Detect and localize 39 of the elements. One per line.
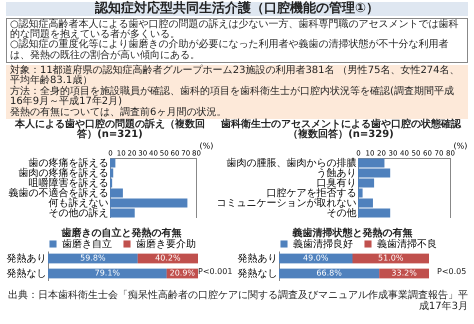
chart-title: 義歯清掃状態と発熱の有無 bbox=[292, 228, 414, 239]
data-label: 66.8% bbox=[316, 268, 342, 278]
y-tick-label: 発熱なし bbox=[6, 268, 46, 280]
text: 対象：11都道府県の認知症高齢者グループホーム23施設の利用者381名 （男性75名、女性274名、平均年齢83.1歳） bbox=[10, 65, 461, 86]
data-label: 59.8% bbox=[80, 254, 106, 263]
y-tick-label: う蝕あり bbox=[316, 166, 356, 179]
x-axis-title: (%) bbox=[454, 141, 468, 150]
text: 発熱の有無については、調査前6ヶ月間の状況。 bbox=[10, 106, 228, 118]
y-tick-label: 発熱あり bbox=[6, 252, 46, 265]
y-tick-label: 口腔ケアを拒否する bbox=[266, 186, 356, 199]
data-label: 49.0% bbox=[303, 254, 329, 263]
y-tick-label: コミュニケーションが取れない bbox=[216, 198, 356, 209]
y-tick-label: 歯肉の腫脹、歯肉からの排膿 bbox=[226, 156, 356, 169]
y-tick-label: 歯肉の疼痛を訴える bbox=[18, 166, 108, 179]
x-axis-title: (%) bbox=[200, 141, 214, 150]
data-label: 79.1% bbox=[94, 268, 120, 278]
data-label: 33.2% bbox=[391, 268, 418, 278]
y-tick-label: 発熱なし bbox=[238, 268, 278, 280]
y-tick-label: その他 bbox=[326, 206, 356, 219]
text: P<0.05 bbox=[437, 267, 466, 276]
source-note: 出典：日本歯科衛生士会「痴呆性高齢者の口腔ケアに関する調査及びマニュアル作成事業調査報告」平成17年3月 bbox=[7, 290, 468, 312]
chart-title: 歯科衛生士のアセスメントによる歯や口腔の状態確認（複数回答）(n=329) bbox=[220, 119, 462, 141]
text: ○認知症の重度化等により歯磨きの介助が必要になった利用者や義歯の清掃状態が不十分な利用者は、発熱の既往の割合が高い傾向にある。 bbox=[10, 39, 450, 62]
chart-title: 本人による歯や口腔の問題の訴え（複数回答）(n=321) bbox=[14, 119, 206, 141]
text: 方法：全身的項目を施設職員が確認、歯科的項目を歯科衛生士が口腔内状況等を確認(調査期間平成16年9月～平成17年2月) bbox=[10, 86, 455, 108]
data-label: 40.2% bbox=[155, 254, 181, 263]
y-tick-label: 咀嚼障害を訴える bbox=[28, 176, 108, 189]
y-tick-label: 何も訴えない bbox=[48, 196, 108, 209]
data-label: 51.0% bbox=[378, 254, 404, 263]
text: P<0.001 bbox=[198, 267, 232, 276]
y-tick-label: 発熱あり bbox=[238, 252, 278, 265]
text: 認知症対応型共同生活介護（口腔機能の管理①） bbox=[6, 1, 468, 16]
y-tick-label: 義歯の不適合を訴える bbox=[8, 186, 108, 199]
text: ○認知症高齢者本人による歯や口腔の問題の訴えは少ない一方、歯科専門職のアセスメントでは歯科的な問題を抱えている者が多くいる。 bbox=[10, 18, 460, 40]
y-tick-label: その他の訴え bbox=[48, 206, 108, 219]
y-tick-label: 口臭有り bbox=[316, 176, 356, 189]
chart-title: 歯磨きの自立と発熱の有無 bbox=[60, 228, 182, 239]
data-label: 20.9% bbox=[170, 268, 196, 278]
y-tick-label: 歯の疼痛を訴える bbox=[28, 156, 108, 169]
